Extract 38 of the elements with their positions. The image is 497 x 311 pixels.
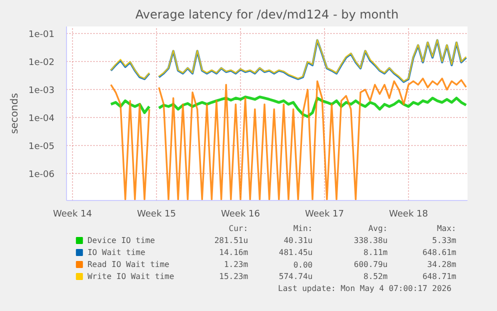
legend-label: Read IO Wait time [87,260,170,269]
chart-title: Average latency for /dev/md124 - by month [135,8,399,22]
x-tick-label: Week 16 [221,210,260,220]
x-tick-label: Week 15 [137,210,176,220]
x-tick-label: Week 18 [389,210,428,220]
y-tick-label: 1e-06 [28,170,55,180]
text: 648.71m [422,272,456,281]
y-axis-title: seconds [10,93,21,134]
text: Min: [293,224,313,233]
y-tick-label: 1e-01 [28,30,55,40]
text: 8.11m [364,248,388,257]
y-tick-label: 1e-02 [28,58,55,68]
legend-label: Device IO time [87,236,156,245]
text: 8.52m [364,272,388,281]
text: 40.31u [284,236,313,245]
text: 338.38u [354,236,388,245]
text: 15.23m [219,272,248,281]
text: Cur: [228,224,248,233]
text: 1.23m [224,260,248,269]
text: 574.74u [278,272,313,281]
text: 5.33m [432,236,456,245]
text: Last update: Mon May 4 07:00:17 2026 [278,284,452,293]
y-tick-label: 1e-03 [28,86,55,96]
y-tick-label: 1e-04 [28,114,55,124]
x-tick-label: Week 17 [305,210,344,220]
text: 281.51u [214,236,248,245]
legend-label: Write IO Wait time [87,272,174,281]
text: 14.16m [219,248,248,257]
text: 0.00 [293,260,313,270]
text: 600.79u [354,260,388,269]
x-tick-label: Week 14 [53,210,92,220]
legend-label: IO Wait time [87,248,146,257]
text: 34.28m [427,260,456,269]
text: Max: [436,224,456,233]
text: 481.45u [278,248,313,257]
text: 648.61m [422,248,456,257]
text: Avg: [368,224,388,233]
y-tick-label: 1e-05 [28,142,55,152]
